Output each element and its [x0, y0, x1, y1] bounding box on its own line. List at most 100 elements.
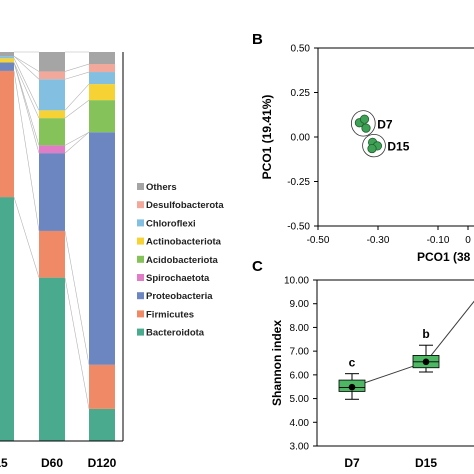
bar-segment-bacteroidota-d15	[0, 197, 14, 441]
legend-swatch-actinobacteriota	[137, 237, 144, 245]
box-y-tick-label: 6.00	[290, 370, 310, 381]
connector-line	[64, 230, 90, 365]
connector-line	[13, 58, 40, 111]
box-plots: cb	[338, 327, 440, 400]
bar-segment-actinobacteriota-d120	[89, 84, 115, 101]
box-y-tick-label: 4.00	[290, 418, 310, 429]
connector-line	[64, 71, 90, 80]
scatter-x-tick-label: -0.50	[307, 235, 330, 246]
bar-segment-bacteroidota-d60	[39, 277, 65, 441]
scatter-y-tick-label: -0.25	[287, 177, 310, 188]
scatter-x-tick-label: -0.10	[427, 235, 450, 246]
legend-swatch-desulfobacterota	[137, 201, 144, 209]
pcoa-scatter-chart: B 0.50 0.25 0.00 -0.25 -0.50 -0.50 -0.30 -0.10…	[252, 31, 474, 264]
box-y-tick-label: 10.00	[284, 276, 309, 287]
scatter-y-tick-label: -0.50	[287, 222, 310, 233]
legend-label-acidobacteriota: Acidobacteriota	[146, 255, 219, 266]
group-ellipse-d15	[362, 133, 386, 158]
bar-segment-actinobacteriota-d15	[0, 58, 14, 63]
stacked-bars	[0, 52, 115, 441]
box-y-tick-label: 8.00	[290, 323, 310, 334]
connector-line	[64, 83, 90, 111]
legend-swatch-proteobacteria	[137, 292, 144, 300]
panel-label-c: C	[252, 258, 263, 275]
connector-line	[13, 55, 40, 80]
legend-label-actinobacteriota: Actinobacteriota	[146, 237, 222, 248]
connector-line	[13, 62, 40, 154]
scatter-x-tick-label: -0.30	[367, 235, 390, 246]
trend-segment	[425, 300, 474, 363]
legend-swatch-firmicutes	[137, 310, 144, 318]
group-label-d15: D15	[387, 140, 409, 154]
bar-segment-firmicutes-d60	[39, 230, 65, 278]
significance-letter-d7: c	[349, 356, 356, 370]
connector-line	[13, 55, 40, 72]
legend-label-bacteroidota: Bacteroidota	[146, 328, 205, 339]
connector-line	[64, 277, 90, 409]
bar-segment-chloroflexi-d15	[0, 56, 14, 59]
box-category-label-d7: D7	[344, 456, 360, 470]
legend-swatch-acidobacteriota	[137, 255, 144, 263]
bar-segment-spirochaetota-d60	[39, 145, 65, 154]
legend-label-others: Others	[146, 182, 177, 193]
box-y-ticks: 10.00 9.00 8.00 7.00 6.00 5.00 4.00 3.00	[284, 276, 317, 453]
scatter-point-d15	[367, 143, 377, 154]
bar-segment-others-d120	[89, 52, 115, 65]
bar-segment-actinobacteriota-d60	[39, 110, 65, 119]
bar-segment-firmicutes-d15	[0, 70, 14, 198]
group-ellipse-d7	[350, 110, 376, 137]
box-y-tick-label: 3.00	[290, 442, 310, 453]
legend-label-firmicutes: Firmicutes	[146, 309, 194, 320]
connector-line	[13, 62, 40, 119]
bar-segment-desulfobacterota-d120	[89, 64, 115, 73]
legend-swatch-chloroflexi	[137, 219, 144, 227]
connector-line	[13, 70, 40, 231]
legend-swatch-others	[137, 183, 144, 190]
bar-segment-proteobacteria-d60	[39, 153, 65, 231]
legend-label-chloroflexi: Chloroflexi	[146, 218, 196, 229]
bar-segment-bacteroidota-d120	[89, 408, 115, 441]
box-y-tick-label: 7.00	[290, 347, 310, 358]
legend-swatch-spirochaetota	[137, 274, 144, 281]
scatter-x-tick-label: 0	[465, 235, 471, 246]
bar-segment-others-d15	[0, 52, 14, 57]
bar-segment-acidobacteriota-d120	[89, 100, 115, 133]
box-mean-d15	[422, 358, 430, 366]
connector-line	[64, 131, 90, 146]
scatter-x-ticks: -0.50 -0.30 -0.10 0	[307, 226, 471, 246]
stacked-bar-chart: 15 D60 D120 Others Desulfobacterota Chlorofl…	[0, 51, 224, 470]
bar-category-label-d60: D60	[41, 456, 63, 470]
connector-line	[64, 99, 90, 119]
scatter-y-tick-label: 0.25	[291, 88, 311, 99]
bar-segment-chloroflexi-d120	[89, 72, 115, 85]
shannon-box-chart: C 10.009.008.007.006.005.004.003.00 cb D…	[252, 258, 474, 470]
scatter-point-d7	[359, 114, 370, 124]
scatter-y-ticks: 0.50 0.25 0.00 -0.25 -0.50	[287, 44, 318, 233]
scatter-y-axis-label: PCO1 (19.41%)	[260, 95, 274, 180]
trend-line	[351, 300, 474, 388]
bar-segment-acidobacteriota-d60	[39, 118, 65, 146]
box-y-axis-label: Shannon index	[270, 320, 284, 406]
connector-line	[13, 196, 40, 278]
connector-lines	[13, 51, 90, 409]
legend-label-proteobacteria: Proteobacteria	[146, 291, 213, 302]
bar-segment-others-d60	[39, 52, 65, 72]
bar-category-label-d15: 15	[0, 456, 8, 470]
connector-line	[64, 131, 90, 154]
bar-segment-proteobacteria-d120	[89, 132, 115, 365]
scatter-groups: D7 D15	[350, 110, 410, 158]
significance-letter-d15: b	[422, 327, 429, 341]
scatter-point-d7	[361, 123, 371, 133]
bar-segment-chloroflexi-d60	[39, 79, 65, 111]
box-category-labels: D7 D15	[344, 456, 437, 470]
bar-category-labels: 15 D60 D120	[0, 456, 117, 470]
box-category-label-d15: D15	[415, 456, 437, 470]
legend-label-spirochaetota: Spirochaetota	[146, 273, 210, 284]
legend-label-desulfobacterota: Desulfobacterota	[146, 200, 224, 211]
connector-line	[64, 63, 90, 72]
box-y-tick-label: 5.00	[290, 394, 310, 405]
scatter-y-tick-label: 0.00	[291, 133, 311, 144]
box-mean-d7	[348, 383, 356, 391]
panel-label-b: B	[252, 31, 263, 48]
